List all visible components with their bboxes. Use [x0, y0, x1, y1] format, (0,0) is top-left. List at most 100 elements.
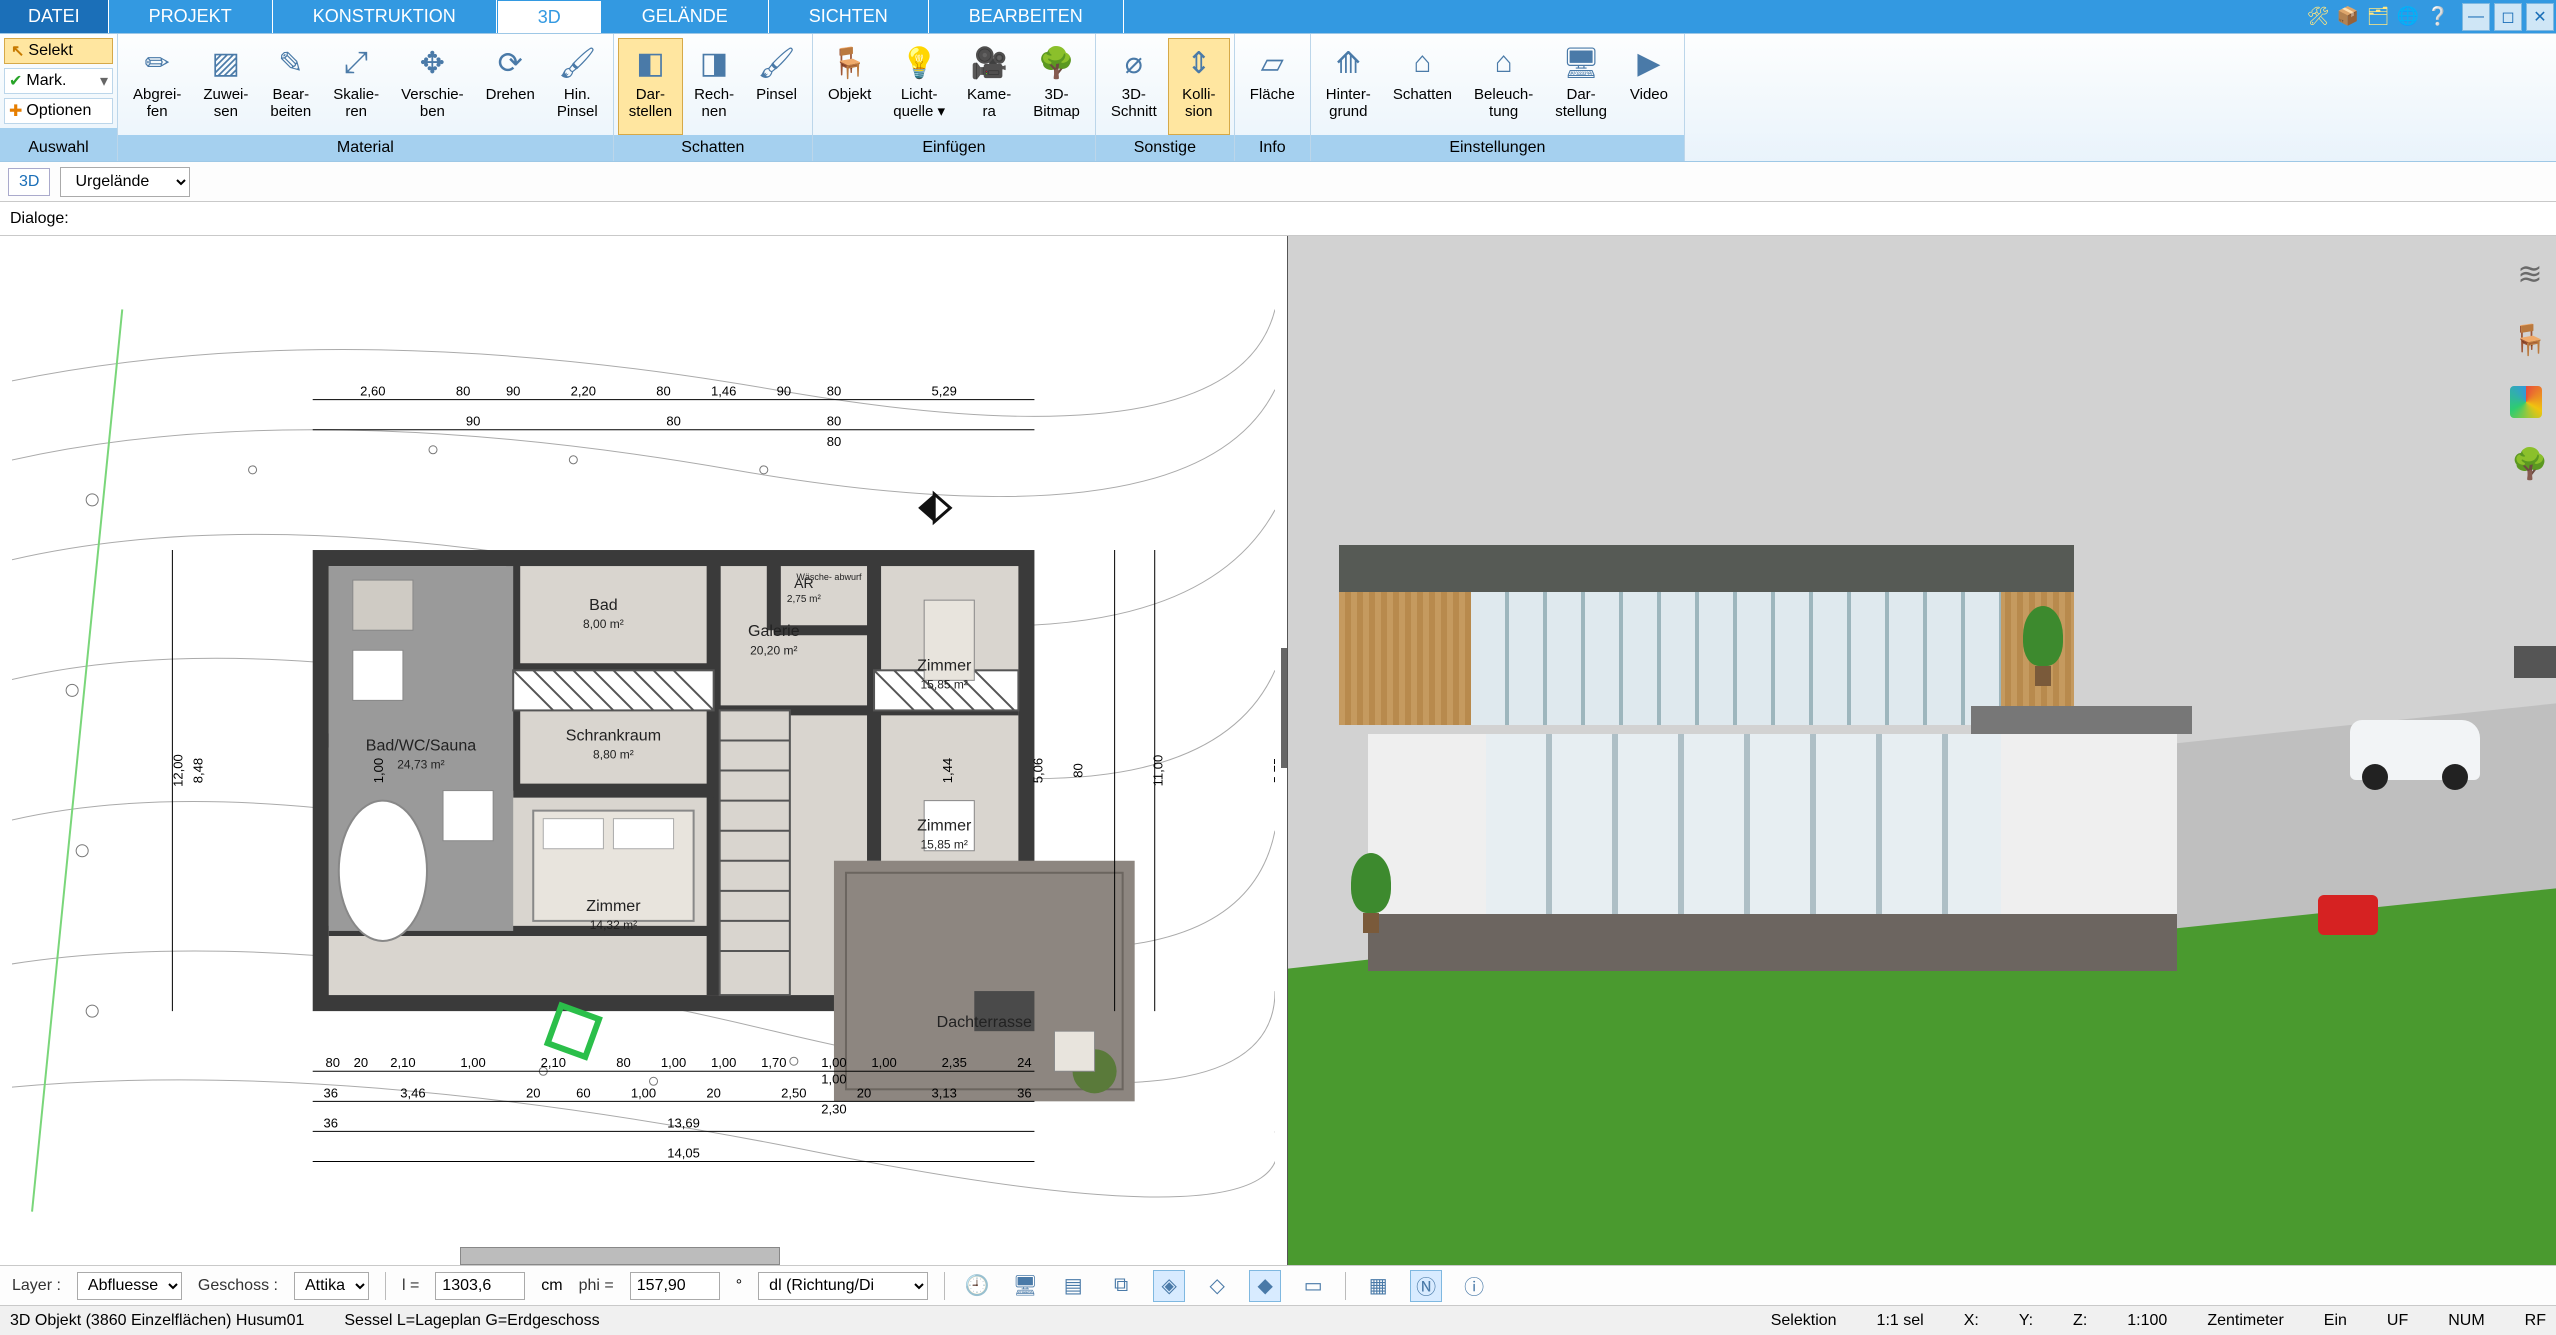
einst-schatten[interactable]: ⌂Schatten	[1382, 38, 1463, 135]
tree-tool-icon[interactable]: 🌳	[2510, 444, 2550, 484]
label: Video	[1630, 87, 1668, 104]
einfuegen-licht[interactable]: 💡Licht- quelle ▾	[882, 38, 956, 135]
schatten-pinsel[interactable]: 🖌Pinsel	[745, 38, 808, 135]
horizontal-scrollbar[interactable]	[460, 1247, 780, 1265]
status-uf: UF	[2387, 1312, 2408, 1330]
help-icon[interactable]: ❔	[2426, 5, 2450, 29]
status-bar: 3D Objekt (3860 Einzelflächen) Husum01 S…	[0, 1305, 2556, 1335]
status-scale: 1:100	[2127, 1312, 2167, 1330]
label: Kolli- sion	[1182, 87, 1215, 120]
floorplan-svg: Bad8,00 m² Bad/WC/Sauna24,73 m² Schrankr…	[12, 248, 1275, 1253]
svg-text:2,30: 2,30	[821, 1101, 846, 1116]
iso-toggle-icon[interactable]: ◈	[1153, 1270, 1185, 1302]
select-button[interactable]: Selekt	[4, 38, 113, 64]
material-abgreifen[interactable]: ✏Abgrei- fen	[122, 38, 192, 135]
einfuegen-kamera[interactable]: 🎥Kame- ra	[956, 38, 1022, 135]
svg-text:24: 24	[1017, 1055, 1031, 1070]
globe-icon[interactable]: 🌐	[2396, 5, 2420, 29]
sonstige-kollision[interactable]: ⇕Kolli- sion	[1168, 38, 1230, 135]
render-view-3d[interactable]: ≋ 🪑 🌳	[1288, 236, 2556, 1265]
svg-text:1,44: 1,44	[940, 758, 955, 783]
svg-text:1,00: 1,00	[460, 1055, 485, 1070]
svg-text:14,32 m²: 14,32 m²	[590, 918, 637, 932]
svg-text:20: 20	[354, 1055, 368, 1070]
menu-konstruktion[interactable]: KONSTRUKTION	[273, 0, 497, 33]
layers-icon[interactable]: 🗂	[2366, 5, 2390, 29]
menu-gelaende[interactable]: GELÄNDE	[602, 0, 769, 33]
schatten-darstellen[interactable]: ◧Dar- stellen	[618, 38, 683, 135]
menu-3d[interactable]: 3D	[497, 0, 602, 33]
material-verschieben[interactable]: ✥Verschie- ben	[390, 38, 475, 135]
side-panel-handle[interactable]	[2514, 646, 2556, 678]
minimize-button[interactable]: —	[2462, 3, 2490, 31]
view-mode-badge[interactable]: 3D	[8, 168, 50, 196]
material-zuweisen[interactable]: ▨Zuwei- sen	[192, 38, 259, 135]
options-button[interactable]: Optionen	[4, 98, 113, 124]
copy-icon[interactable]: ⧉	[1105, 1270, 1137, 1302]
layers-toggle-icon[interactable]: ◇	[1201, 1270, 1233, 1302]
label: Fläche	[1250, 87, 1295, 104]
camera-icon: 🎥	[969, 43, 1009, 83]
layer-select[interactable]: Abfluesse	[77, 1272, 182, 1300]
schatten-rechnen[interactable]: ◨Rech- nen	[683, 38, 745, 135]
geschoss-select[interactable]: Attika	[294, 1272, 369, 1300]
material-bearbeiten[interactable]: ✎Bear- beiten	[259, 38, 322, 135]
svg-text:8,48: 8,48	[190, 758, 205, 783]
divider	[385, 1272, 386, 1300]
einst-beleuchtung[interactable]: ⌂Beleuch- tung	[1463, 38, 1544, 135]
terrain-select[interactable]: Urgelände	[60, 167, 190, 197]
einfuegen-objekt[interactable]: 🪑Objekt	[817, 38, 882, 135]
svg-text:20: 20	[706, 1085, 720, 1100]
view-splitter[interactable]	[1281, 648, 1288, 768]
tool-icon[interactable]: 🛠	[2306, 5, 2330, 29]
flat-icon[interactable]: ▭	[1297, 1270, 1329, 1302]
plan-view-2d[interactable]: Bad8,00 m² Bad/WC/Sauna24,73 m² Schrankr…	[0, 236, 1288, 1265]
north-icon[interactable]: Ⓝ	[1410, 1270, 1442, 1302]
render-canvas	[1288, 236, 2556, 1265]
menu-sichten[interactable]: SICHTEN	[769, 0, 929, 33]
plane-toggle-icon[interactable]: ◆	[1249, 1270, 1281, 1302]
material-skalieren[interactable]: ⤢Skalie- ren	[322, 38, 390, 135]
package-icon[interactable]: 📦	[2336, 5, 2360, 29]
svg-text:1,70: 1,70	[761, 1055, 786, 1070]
stack-icon[interactable]: ▤	[1057, 1270, 1089, 1302]
group-label-material: Material	[118, 135, 613, 161]
status-selcount: 1:1 sel	[1877, 1312, 1924, 1330]
svg-text:60: 60	[576, 1085, 590, 1100]
mark-dropdown[interactable]: Mark.	[4, 68, 113, 94]
sonstige-schnitt[interactable]: ⌀3D- Schnitt	[1100, 38, 1168, 135]
palette-icon[interactable]	[2510, 386, 2542, 418]
info-icon[interactable]: ⓘ	[1458, 1270, 1490, 1302]
clock-icon[interactable]: 🕘	[961, 1270, 993, 1302]
furniture-icon[interactable]: 🪑	[2510, 320, 2550, 360]
material-drehen[interactable]: ⟳Drehen	[475, 38, 546, 135]
mode-select[interactable]: dl (Richtung/Di	[758, 1272, 928, 1300]
phi-input[interactable]	[630, 1272, 720, 1300]
label: Zuwei- sen	[203, 87, 248, 120]
3d-side-tools: ≋ 🪑 🌳	[2510, 254, 2550, 484]
window-controls: — ◻ ✕	[2460, 0, 2556, 33]
einst-hintergrund[interactable]: ⟰Hinter- grund	[1315, 38, 1382, 135]
scale-icon: ⤢	[336, 43, 376, 83]
grid-icon[interactable]: ▦	[1362, 1270, 1394, 1302]
menu-datei[interactable]: DATEI	[0, 0, 109, 33]
monitor-icon[interactable]: 🖥	[1009, 1270, 1041, 1302]
svg-text:11,00: 11,00	[1151, 755, 1166, 787]
layers-stack-icon[interactable]: ≋	[2510, 254, 2550, 294]
length-input[interactable]	[435, 1272, 525, 1300]
maximize-button[interactable]: ◻	[2494, 3, 2522, 31]
svg-text:80: 80	[456, 384, 470, 399]
info-flaeche[interactable]: ▱Fläche	[1239, 38, 1306, 135]
mower-object	[2318, 895, 2378, 935]
einst-video[interactable]: ▶Video	[1618, 38, 1680, 135]
label: Beleuch- tung	[1474, 87, 1533, 120]
edit-icon: ✎	[271, 43, 311, 83]
einfuegen-bitmap[interactable]: 🌳3D- Bitmap	[1022, 38, 1091, 135]
material-hinpinsel[interactable]: 🖌Hin. Pinsel	[546, 38, 609, 135]
menu-bearbeiten[interactable]: BEARBEITEN	[929, 0, 1124, 33]
einst-darstellung[interactable]: 🖥Dar- stellung	[1544, 38, 1618, 135]
menu-projekt[interactable]: PROJEKT	[109, 0, 273, 33]
svg-text:8,00 m²: 8,00 m²	[583, 617, 624, 631]
close-button[interactable]: ✕	[2526, 3, 2554, 31]
phi-unit: °	[736, 1277, 742, 1295]
